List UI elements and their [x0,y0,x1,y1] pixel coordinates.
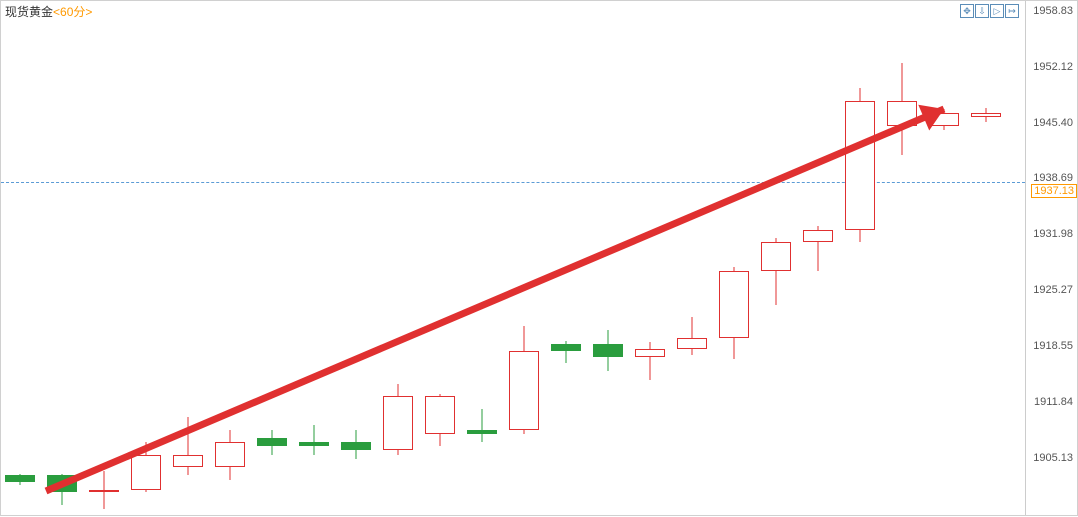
candle[interactable] [467,409,497,442]
candle[interactable] [383,384,413,455]
candle-body [47,475,77,492]
candle[interactable] [131,442,161,492]
candle[interactable] [425,394,455,446]
trend-arrow [1,1,1027,517]
candle[interactable] [89,471,119,508]
candle-body [593,344,623,357]
tool-download-icon[interactable]: ⇩ [975,4,989,18]
candle-body [803,230,833,242]
candle[interactable] [677,317,707,354]
candle-wick [314,425,315,454]
candle-body [887,101,917,126]
tool-export-icon[interactable]: ↦ [1005,4,1019,18]
y-axis-label: 1931.98 [1033,228,1073,240]
y-axis-label: 1938.69 [1033,172,1073,184]
y-axis-label: 1945.40 [1033,117,1073,129]
candle-body [761,242,791,271]
candle-wick [650,342,651,379]
candle-body [257,438,287,446]
candle[interactable] [299,425,329,454]
candle[interactable] [929,109,959,130]
candle[interactable] [593,330,623,372]
candle-body [5,475,35,482]
candle[interactable] [845,88,875,242]
candle[interactable] [257,430,287,455]
candle[interactable] [341,430,371,459]
candle[interactable] [971,108,1001,122]
y-axis-label: 1952.12 [1033,61,1073,73]
candle-body [551,344,581,351]
y-axis-label: 1918.55 [1033,340,1073,352]
chart-title-sub: <60分> [53,5,92,19]
chart-header: 现货黄金<60分> [5,3,92,20]
candle-body [341,442,371,450]
candle[interactable] [5,474,35,485]
candle[interactable] [887,63,917,155]
y-axis-label: 1925.27 [1033,284,1073,296]
candle-wick [692,317,693,354]
candle[interactable] [719,267,749,359]
candle-body [677,338,707,349]
candle[interactable] [551,341,581,363]
chart-container: 现货黄金<60分> ✥⇩▷↦ 1958.83 1952.12 1945.40 1938… [0,0,1078,516]
candle[interactable] [509,326,539,434]
candle-body [383,396,413,450]
candle[interactable] [47,474,77,505]
current-price-marker: 1937.13 [1031,184,1077,198]
candle-body [509,351,539,430]
candle[interactable] [761,238,791,305]
candle[interactable] [803,226,833,272]
candle-body [89,490,119,492]
candle-body [215,442,245,467]
candle-body [299,442,329,446]
candle-body [929,113,959,125]
y-axis: 1958.83 1952.12 1945.40 1938.69 1931.98 1925.… [1025,1,1077,515]
y-axis-label: 1905.13 [1033,452,1073,464]
tool-crosshair-icon[interactable]: ✥ [960,4,974,18]
candle-body [635,349,665,357]
candle-body [131,455,161,491]
candle-body [425,396,455,433]
candle-wick [482,409,483,442]
plot-area[interactable] [1,1,1025,515]
chart-title-main: 现货黄金 [5,5,53,19]
candle-body [173,455,203,467]
y-axis-label: 1911.84 [1034,396,1073,408]
candle-body [719,271,749,338]
candle-body [467,430,497,434]
y-axis-label: 1958.83 [1033,5,1073,17]
candle[interactable] [635,342,665,379]
candle-body [971,113,1001,117]
chart-toolbar: ✥⇩▷↦ [960,4,1019,18]
candle-body [845,101,875,230]
tool-play-icon[interactable]: ▷ [990,4,1004,18]
candle[interactable] [215,430,245,480]
candle[interactable] [173,417,203,475]
